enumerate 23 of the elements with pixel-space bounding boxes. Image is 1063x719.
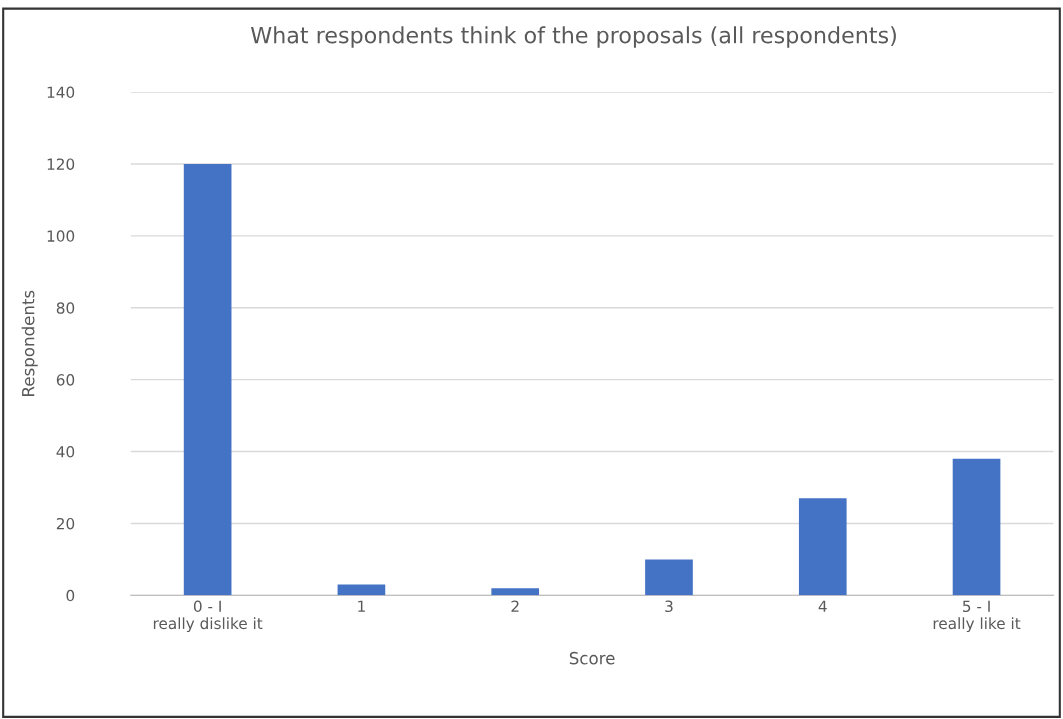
x-tick-label: 5 - I really like it <box>933 600 1021 633</box>
y-axis-title: Respondents <box>21 290 38 396</box>
x-tick-label: 0 - I really dislike it <box>153 600 263 633</box>
y-tick-label: 20 <box>56 517 75 530</box>
y-tick-label: 120 <box>47 158 75 170</box>
y-tick-label: 0 <box>66 589 75 602</box>
y-tick-label: 100 <box>47 230 75 242</box>
bar <box>183 163 232 596</box>
x-tick-label: 1 <box>358 600 365 612</box>
y-tick-label: 80 <box>56 302 75 314</box>
x-tick-label: 2 <box>511 600 519 612</box>
y-tick-label: 60 <box>56 374 75 386</box>
bar <box>952 458 1001 596</box>
y-tick-label: 140 <box>47 86 75 99</box>
bar <box>798 498 847 596</box>
y-tick-label: 40 <box>56 446 75 458</box>
x-axis-title: Score <box>569 651 615 665</box>
bar <box>337 584 386 596</box>
x-tick-label: 4 <box>818 600 827 612</box>
bar <box>645 559 693 596</box>
bar <box>491 588 540 596</box>
x-tick-label: 3 <box>665 600 673 613</box>
chart-title: What respondents think of the proposals (all respondents) <box>250 26 896 48</box>
